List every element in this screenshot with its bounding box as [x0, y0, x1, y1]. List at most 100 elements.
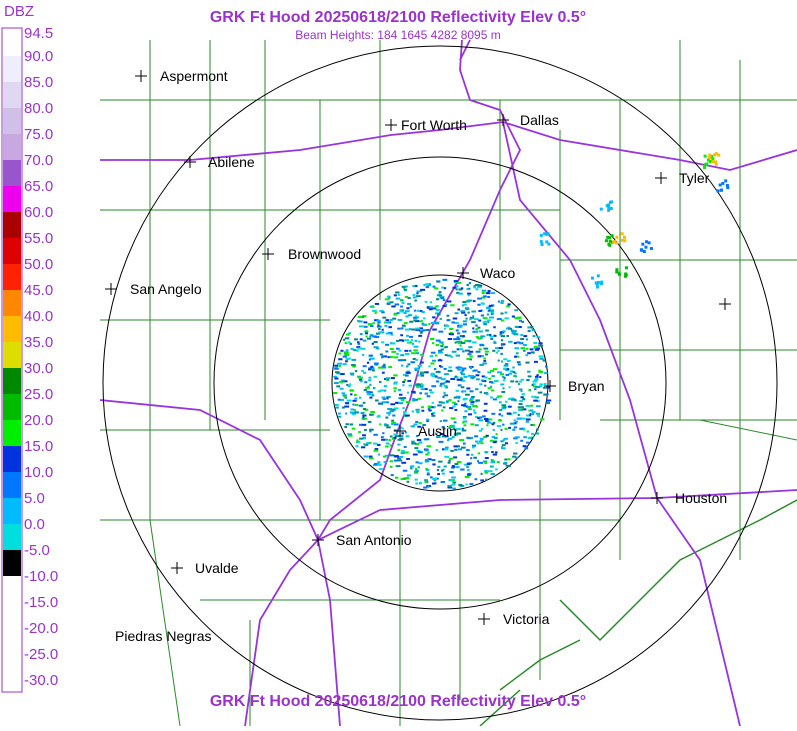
- echo-pixel: [420, 331, 423, 334]
- echo-pixel: [710, 155, 714, 159]
- echo-pixel: [414, 471, 419, 474]
- echo-pixel: [371, 305, 375, 308]
- echo-pixel: [467, 406, 472, 409]
- echo-pixel: [415, 358, 419, 361]
- echo-pixel: [382, 432, 385, 435]
- echo-pixel: [435, 321, 440, 324]
- echo-pixel: [467, 353, 472, 356]
- echo-pixel: [539, 376, 542, 379]
- echo-pixel: [418, 441, 423, 444]
- echo-pixel: [469, 483, 474, 486]
- echo-pixel: [517, 413, 520, 416]
- echo-pixel: [475, 378, 480, 381]
- echo-pixel: [386, 395, 391, 398]
- echo-pixel: [464, 410, 468, 413]
- echo-pixel: [481, 296, 486, 299]
- echo-pixel: [480, 442, 484, 445]
- echo-pixel: [483, 402, 488, 405]
- echo-pixel: [437, 359, 443, 362]
- echo-pixel: [399, 397, 405, 400]
- echo-pixel: [507, 303, 511, 306]
- crosshair: [544, 380, 556, 392]
- echo-pixel: [391, 437, 396, 440]
- echo-pixel: [469, 390, 474, 393]
- echo-pixel: [381, 328, 384, 331]
- echo-pixel: [373, 449, 379, 452]
- echo-pixel: [338, 352, 342, 355]
- echo-pixel: [525, 414, 530, 417]
- echo-pixel: [408, 349, 412, 352]
- echo-pixel: [412, 284, 416, 287]
- echo-pixel: [536, 374, 539, 377]
- echo-pixel: [410, 352, 416, 355]
- echo-pixel: [369, 367, 375, 370]
- color-bar-band: [3, 108, 21, 134]
- echo-pixel: [437, 351, 443, 354]
- echo-pixel: [358, 423, 363, 426]
- echo-pixel: [475, 328, 479, 331]
- echo-pixel: [417, 374, 420, 377]
- echo-pixel: [463, 375, 468, 378]
- echo-pixel: [377, 453, 381, 456]
- echo-pixel: [452, 286, 457, 289]
- echo-pixel: [360, 347, 366, 350]
- echo-pixel: [475, 324, 478, 327]
- echo-pixel: [458, 324, 463, 327]
- echo-pixel: [525, 420, 530, 423]
- echo-pixel: [481, 291, 485, 294]
- echo-pixel: [402, 399, 405, 402]
- echo-pixel: [539, 240, 543, 244]
- color-bar-band: [3, 82, 21, 108]
- echo-pixel: [435, 312, 440, 315]
- echo-pixel: [500, 440, 504, 443]
- legend-label: 65.0: [24, 178, 53, 195]
- echo-pixel: [363, 321, 368, 324]
- echo-pixel: [428, 406, 431, 409]
- echo-pixel: [509, 422, 515, 425]
- echo-pixel: [442, 406, 446, 409]
- echo-pixel: [450, 449, 454, 452]
- crosshair: [394, 425, 406, 437]
- echo-pixel: [431, 385, 437, 388]
- echo-pixel: [410, 465, 415, 468]
- color-bar-band: [3, 446, 21, 472]
- echo-pixel: [425, 468, 428, 471]
- echo-pixel: [486, 291, 490, 294]
- echo-pixel: [521, 408, 527, 411]
- echo-pixel: [368, 391, 374, 394]
- echo-pixel: [491, 435, 496, 438]
- echo-pixel: [364, 381, 368, 384]
- echo-pixel: [504, 317, 509, 320]
- echo-pixel: [440, 365, 443, 368]
- echo-pixel: [483, 347, 489, 350]
- echo-pixel: [512, 366, 515, 369]
- echo-pixel: [467, 374, 471, 377]
- echo-pixel: [418, 340, 421, 343]
- echo-pixel: [372, 322, 375, 325]
- echo-pixel: [405, 401, 411, 404]
- echo-pixel: [472, 327, 475, 330]
- echo-pixel: [373, 462, 378, 465]
- echo-pixel: [410, 328, 416, 331]
- echo-pixel: [447, 439, 450, 442]
- echo-pixel: [490, 309, 495, 312]
- echo-pixel: [457, 400, 460, 403]
- echo-pixel: [714, 162, 718, 166]
- echo-pixel: [457, 378, 463, 381]
- echo-pixel: [533, 360, 538, 363]
- echo-pixel: [438, 293, 441, 296]
- echo-pixel: [373, 375, 378, 378]
- echo-pixel: [508, 340, 513, 343]
- echo-pixel: [482, 321, 486, 324]
- echo-pixel: [487, 295, 491, 298]
- color-bar-band: [3, 420, 21, 446]
- echo-pixel: [411, 342, 415, 345]
- echo-pixel: [515, 420, 518, 423]
- echo-pixel: [457, 384, 462, 387]
- echo-pixel: [531, 329, 536, 332]
- crosshair: [478, 613, 490, 625]
- echo-pixel: [460, 404, 466, 407]
- echo-pixel: [447, 486, 453, 489]
- echo-pixel: [430, 362, 435, 365]
- city-label: Aspermont: [160, 68, 228, 84]
